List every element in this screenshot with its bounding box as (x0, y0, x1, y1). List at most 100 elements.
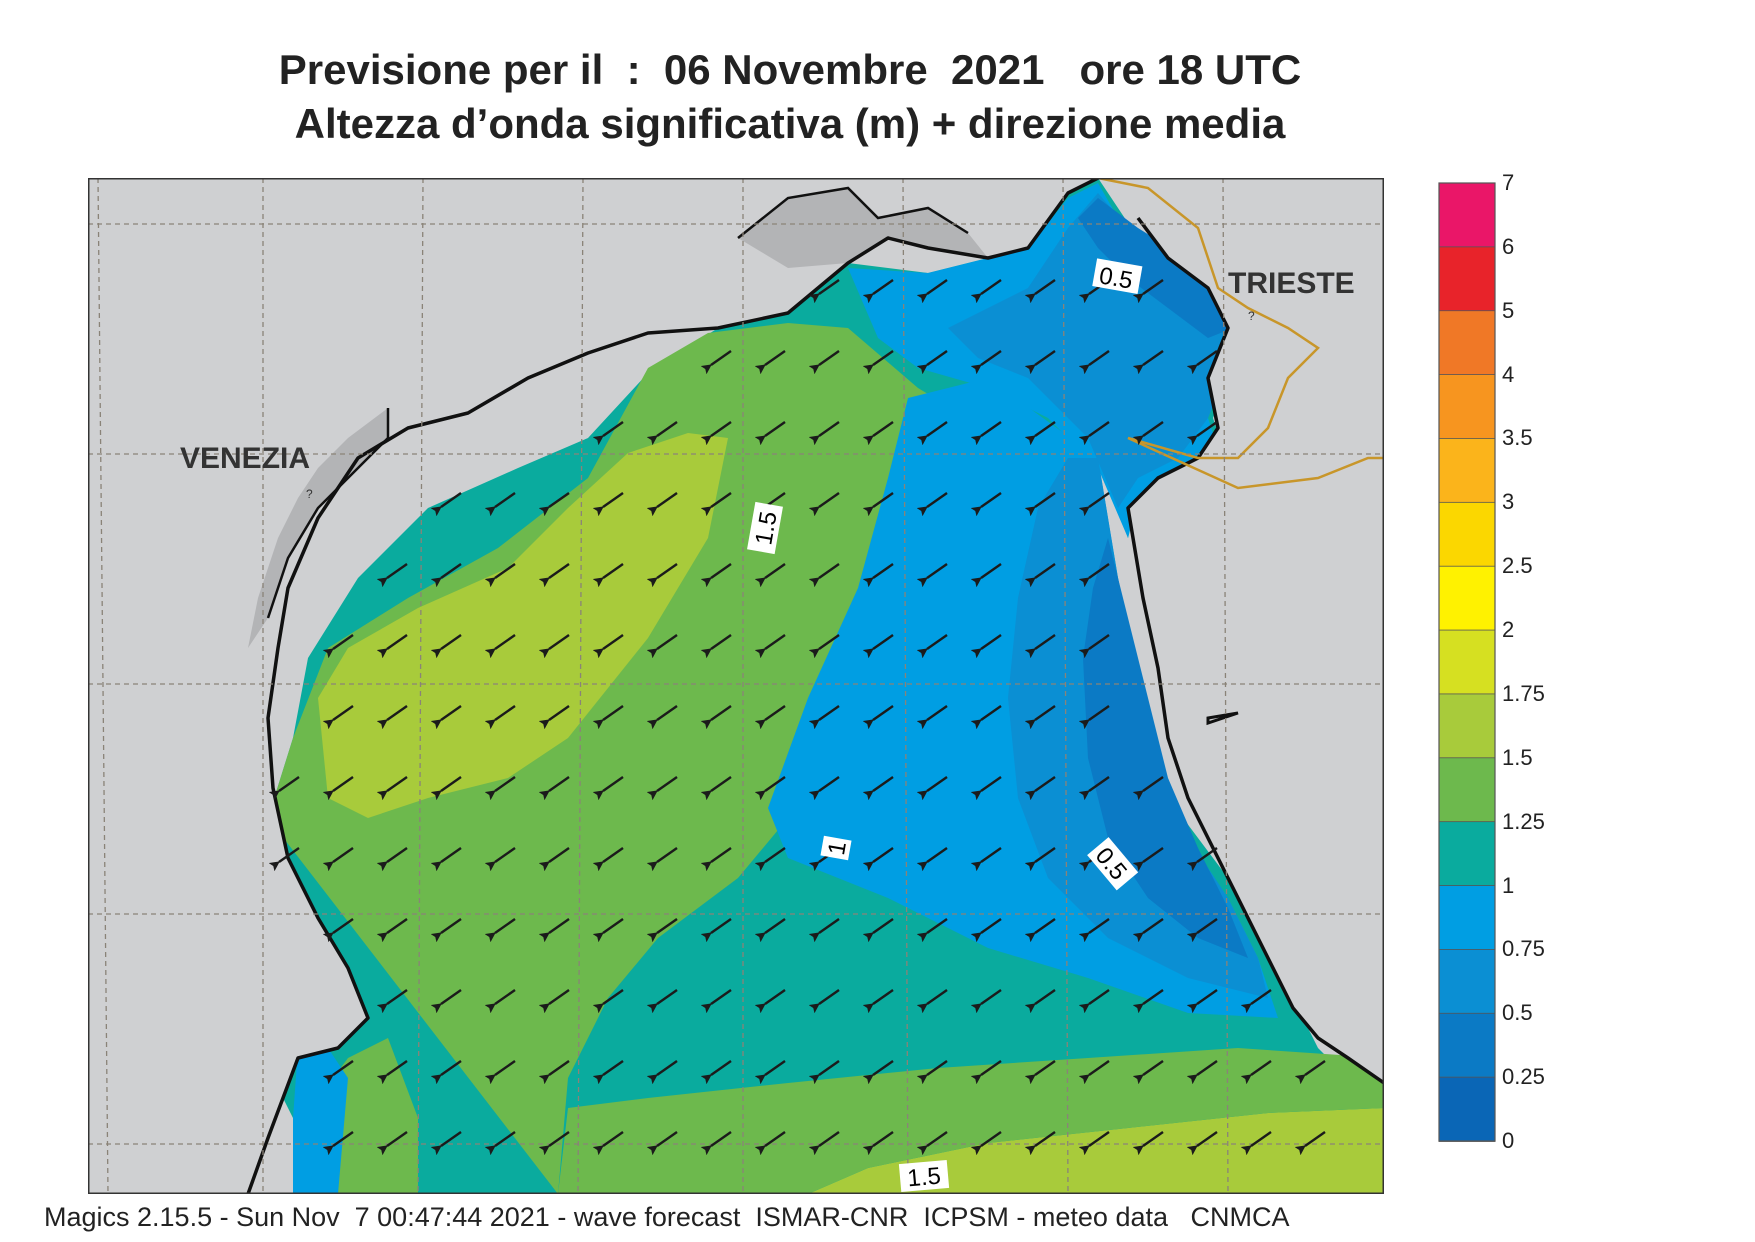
colorbar-cell (1438, 693, 1496, 759)
contour-label-0-5-north: 0.5 (1097, 262, 1135, 294)
land-east (1128, 178, 1384, 1083)
direction-arrow (808, 1060, 840, 1085)
direction-arrow (862, 279, 894, 304)
direction-arrow (808, 421, 840, 446)
direction-arrow (700, 350, 732, 375)
colorbar-cell (1438, 629, 1496, 695)
contour-label-1-5-south: 1.5 (906, 1163, 942, 1193)
colorbar-tick-label: 1.25 (1502, 808, 1545, 834)
colorbar-tick-label: 3.5 (1502, 425, 1533, 451)
direction-arrow (916, 1131, 948, 1156)
direction-arrow (484, 847, 516, 872)
direction-arrow (430, 492, 462, 517)
direction-arrow (1132, 350, 1164, 375)
direction-arrow (754, 1131, 786, 1156)
direction-arrow (376, 847, 408, 872)
direction-arrow (916, 563, 948, 588)
direction-arrow (592, 1131, 624, 1156)
direction-arrow (808, 350, 840, 375)
direction-arrow (916, 350, 948, 375)
direction-arrow (754, 563, 786, 588)
direction-arrow (808, 1131, 840, 1156)
direction-arrow (970, 918, 1002, 943)
direction-arrow (376, 989, 408, 1014)
direction-arrow (700, 705, 732, 730)
direction-arrow (754, 1060, 786, 1085)
direction-arrow (484, 492, 516, 517)
direction-arrow (376, 918, 408, 943)
direction-arrow (430, 705, 462, 730)
colorbar-cell (1438, 374, 1496, 440)
direction-arrow (862, 421, 894, 446)
map-subtitle: Altezza d’onda significativa (m) + direz… (294, 100, 1286, 147)
direction-arrow (1078, 705, 1110, 730)
direction-arrow (592, 918, 624, 943)
direction-arrow (376, 1060, 408, 1085)
direction-arrow (430, 989, 462, 1014)
direction-arrow (646, 989, 678, 1014)
direction-arrow (646, 705, 678, 730)
direction-arrow (1186, 421, 1218, 446)
direction-arrow (484, 1060, 516, 1085)
direction-arrow (592, 563, 624, 588)
direction-arrow (1024, 847, 1056, 872)
direction-arrow (970, 776, 1002, 801)
colorbar (1438, 182, 1496, 1142)
direction-arrow (1132, 279, 1164, 304)
direction-arrow (970, 350, 1002, 375)
direction-arrow (862, 776, 894, 801)
direction-arrow (592, 492, 624, 517)
direction-arrow (646, 563, 678, 588)
direction-arrow (1024, 776, 1056, 801)
direction-arrow (1024, 1060, 1056, 1085)
colorbar-cell (1438, 757, 1496, 823)
direction-arrow (430, 634, 462, 659)
direction-arrow (970, 421, 1002, 446)
direction-arrow (808, 705, 840, 730)
direction-arrow (1240, 989, 1272, 1014)
direction-arrow (754, 918, 786, 943)
direction-arrow (916, 1060, 948, 1085)
direction-arrow (754, 847, 786, 872)
direction-arrow (430, 918, 462, 943)
colorbar-cell (1438, 821, 1496, 887)
direction-arrow (646, 634, 678, 659)
colorbar-cell (1438, 310, 1496, 376)
direction-arrow (862, 634, 894, 659)
direction-arrow (1078, 634, 1110, 659)
direction-arrow (808, 634, 840, 659)
direction-arrow (754, 989, 786, 1014)
colorbar-tick-label: 2.5 (1502, 553, 1533, 579)
direction-arrow (322, 634, 354, 659)
direction-arrow (1078, 989, 1110, 1014)
direction-arrow (322, 776, 354, 801)
colorbar-tick-label: 1 (1502, 872, 1515, 898)
coastline-east (1126, 216, 1384, 1085)
direction-arrow (1132, 847, 1164, 872)
wave-region-0-75-sw (293, 1048, 348, 1194)
direction-arrow (484, 776, 516, 801)
direction-arrow (322, 1131, 354, 1156)
direction-arrow (1078, 1060, 1110, 1085)
colorbar-tick-label: 1.75 (1502, 680, 1545, 706)
direction-arrow (1078, 492, 1110, 517)
direction-arrow (592, 1060, 624, 1085)
colorbar-cell (1438, 885, 1496, 951)
contour-label-1-5-west: 1.5 (750, 509, 782, 547)
direction-arrow (376, 776, 408, 801)
direction-arrow (376, 705, 408, 730)
wave-direction-arrows (268, 279, 1326, 1156)
direction-arrow (430, 776, 462, 801)
direction-arrow (808, 492, 840, 517)
colorbar-cell (1438, 565, 1496, 631)
direction-arrow (1078, 350, 1110, 375)
colorbar-tick-label: 5 (1502, 297, 1515, 323)
colorbar-cell (1438, 501, 1496, 568)
direction-arrow (700, 421, 732, 446)
direction-arrow (916, 989, 948, 1014)
direction-arrow (484, 1131, 516, 1156)
direction-arrow (592, 421, 624, 446)
colorbar-cell (1438, 1076, 1496, 1142)
direction-arrow (862, 705, 894, 730)
wave-region-0-25 (1083, 538, 1248, 958)
